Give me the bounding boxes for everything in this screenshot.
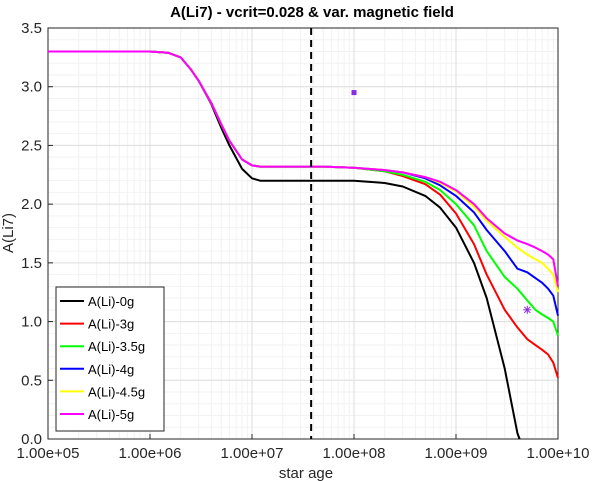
legend-label: A(Li)-4.5g xyxy=(88,384,145,399)
asterisk-marker xyxy=(523,305,532,314)
marker-stroke xyxy=(523,306,531,314)
x-axis-ticks: 1.00e+05 1.00e+06 1.00e+07 1.00e+08 1.00e+09… xyxy=(17,434,590,462)
x-tick-label: 1.00e+08 xyxy=(323,445,386,462)
legend-label: A(Li)-0g xyxy=(88,294,134,309)
y-tick-label: 2.0 xyxy=(21,196,42,213)
square-marker xyxy=(351,90,357,96)
legend-label: A(Li)-3g xyxy=(88,317,134,332)
y-tick-label: 3.5 xyxy=(21,20,42,37)
legend: A(Li)-0g A(Li)-3g A(Li)-3.5g A(Li)-4g A(Li)-… xyxy=(55,286,165,432)
y-tick-label: 0.0 xyxy=(21,431,42,448)
x-tick-label: 1.00e+09 xyxy=(425,445,488,462)
markers xyxy=(351,90,532,314)
x-axis-label: star age xyxy=(279,465,333,481)
series-lines xyxy=(48,50,559,440)
x-tick-label: 1.00e+06 xyxy=(119,445,182,462)
legend-label: A(Li)-5g xyxy=(88,407,134,422)
plot-frame xyxy=(47,27,559,440)
y-tick-label: 2.5 xyxy=(21,137,42,154)
y-axis-ticks: 0.0 0.5 1.0 1.5 2.0 2.5 3.0 3.5 xyxy=(21,20,53,448)
legend-box xyxy=(55,286,165,432)
legend-label: A(Li)-3.5g xyxy=(88,339,145,354)
chart-title: A(Li7) - vcrit=0.028 & var. magnetic fie… xyxy=(170,4,454,21)
y-tick-label: 0.5 xyxy=(21,372,42,389)
y-tick-label: 3.0 xyxy=(21,79,42,96)
y-tick-label: 1.0 xyxy=(21,314,42,331)
legend-label: A(Li)-4g xyxy=(88,362,134,377)
x-tick-label: 1.00e+10 xyxy=(527,445,590,462)
series-line xyxy=(48,50,559,287)
x-tick-label: 1.00e+07 xyxy=(221,445,284,462)
y-tick-label: 1.5 xyxy=(21,255,42,272)
x-tick-label: 1.00e+05 xyxy=(17,445,80,462)
y-axis-label: A(Li7) xyxy=(0,213,17,253)
